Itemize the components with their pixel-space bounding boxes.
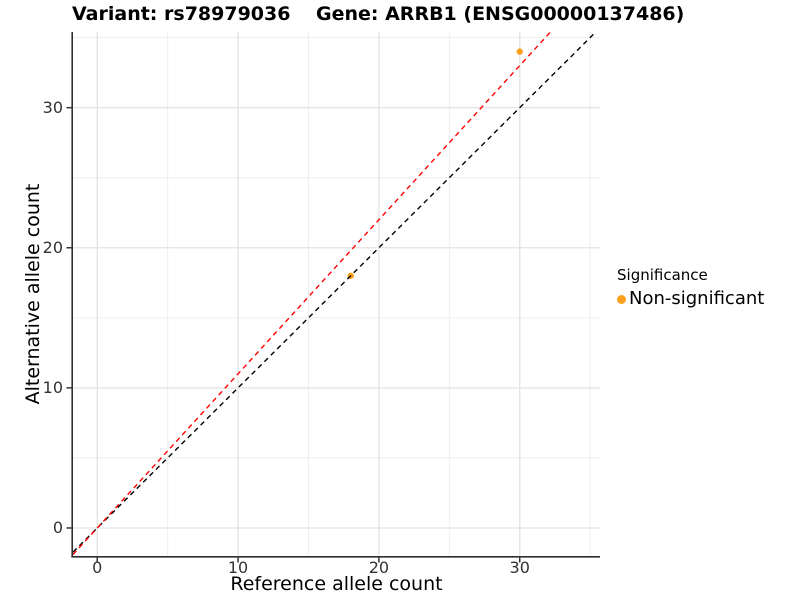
- x-tick-label-10: 10: [227, 558, 249, 577]
- gene-title: Gene: ARRB1 (ENSG00000137486): [316, 3, 685, 25]
- legend-title: Significance: [617, 266, 708, 284]
- x-tick-label-20: 20: [368, 558, 390, 577]
- y-tick-label-30: 30: [42, 97, 63, 117]
- legend-item-non-significant: Non-significant: [617, 288, 764, 310]
- x-tick-label-30: 30: [509, 558, 530, 577]
- allelic-ratio-fit-reference-line: [72, 31, 551, 555]
- x-tick-label-0: 0: [92, 558, 103, 577]
- identity-reference-line: [72, 31, 597, 553]
- y-tick-label-20: 20: [42, 237, 63, 257]
- non-significant-point-icon: [617, 294, 626, 304]
- variant-title: Variant: rs78979036: [72, 3, 291, 25]
- legend-item-label: Non-significant: [629, 288, 765, 309]
- y-tick-label-0: 0: [52, 517, 63, 537]
- panel-background: [73, 32, 600, 556]
- legend: Significance Non-significant: [617, 266, 764, 310]
- y-axis-title: Alternative allele count: [22, 183, 44, 405]
- y-tick-label-10: 10: [42, 377, 63, 397]
- data-point-30-34: [516, 48, 523, 55]
- x-axis-title: Reference allele count: [230, 573, 443, 595]
